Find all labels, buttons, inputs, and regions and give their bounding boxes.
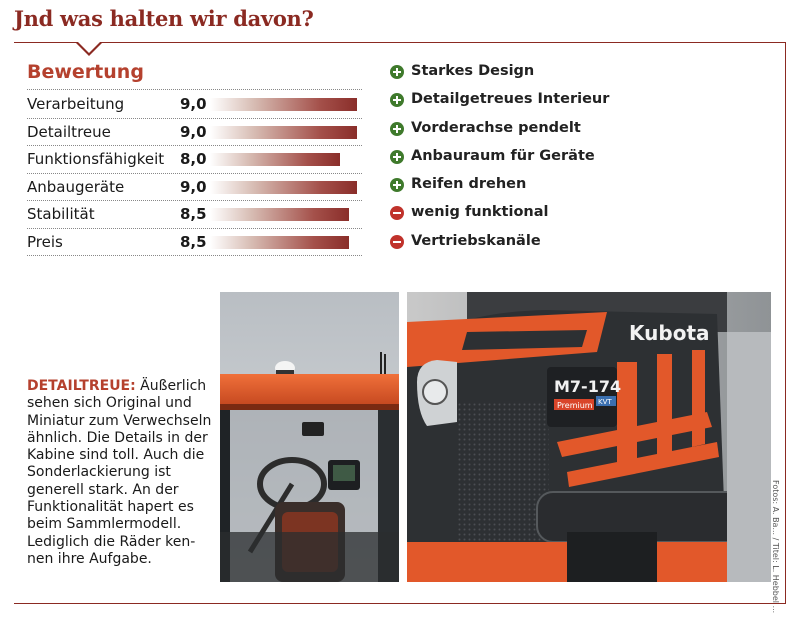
rating-label: Detailtreue (27, 122, 111, 141)
rating-score: 8,0 (180, 150, 207, 168)
cabin-photo (220, 292, 399, 582)
rating-score: 9,0 (180, 177, 207, 196)
rating-row: Preis 8,5 (27, 229, 362, 256)
rating-score: 8,5 (180, 205, 207, 223)
rating-label: Funktionsfähigkeit (27, 150, 165, 168)
rating-bar (210, 98, 357, 111)
pro-item: Anbauraum für Geräte (390, 147, 750, 175)
frame-right-rule (785, 42, 786, 604)
rating-label: Anbaugeräte (27, 177, 125, 196)
con-text: wenig funktional (411, 204, 549, 221)
rating-title-rule (27, 89, 362, 90)
premium-badge: Premium (557, 401, 593, 410)
con-text: Vertriebskanäle (411, 232, 541, 249)
rating-label: Preis (27, 232, 63, 251)
pro-item: Starkes Design (390, 62, 750, 90)
pro-text: Vorderachse pendelt (411, 119, 581, 136)
frame-notch-inner (78, 42, 100, 53)
kvt-badge: KVT (598, 398, 612, 406)
rating-row: Stabilität 8,5 (27, 201, 362, 229)
pro-item: Detailgetreues Interieur (390, 90, 750, 118)
pro-text: Reifen drehen (411, 176, 527, 193)
rating-bar (210, 125, 357, 139)
rating-score: 9,0 (180, 95, 207, 113)
minus-circle-icon (390, 206, 404, 221)
rating-table: Verarbeitung 9,0 Detailtreue 9,0 Funktio… (27, 91, 362, 256)
pro-text: Detailgetreues Interieur (411, 91, 610, 108)
plus-circle-icon (390, 121, 404, 136)
rating-row: Anbaugeräte 9,0 (27, 174, 362, 201)
caption-text: Äußerlich sehen sich Original und Miniat… (27, 378, 212, 567)
article-heading: Jnd was halten wir davon? (14, 6, 314, 31)
rating-score: 9,0 (180, 122, 207, 141)
rating-bar (210, 180, 357, 194)
tractor-hood-photo: Kubota M7-174 Premium KVT (407, 292, 771, 582)
rating-bar (210, 153, 340, 166)
rating-score: 8,5 (180, 232, 207, 251)
photo-credit: Fotos: A. Ba... / Titel: L. Hebbel ... (771, 480, 780, 614)
con-item: wenig funktional (390, 203, 750, 231)
plus-circle-icon (390, 93, 404, 108)
frame-bottom-rule (14, 603, 786, 604)
pros-cons-list: Starkes Design Detailgetreues Interieur … (390, 62, 750, 260)
photo-caption: DETAILTREUE: Äußerlich sehen sich Origin… (27, 378, 212, 568)
pro-item: Vorderachse pendelt (390, 119, 750, 147)
plus-circle-icon (390, 149, 404, 164)
rating-title: Bewertung (27, 61, 144, 83)
frame-top-rule (14, 42, 786, 43)
minus-circle-icon (390, 234, 404, 249)
rating-bar (210, 235, 349, 249)
rating-row: Funktionsfähigkeit 8,0 (27, 146, 362, 174)
rating-bar (210, 208, 349, 221)
con-item: Vertriebskanäle (390, 232, 750, 260)
plus-circle-icon (390, 65, 404, 79)
pro-text: Starkes Design (411, 63, 535, 79)
rating-row: Detailtreue 9,0 (27, 119, 362, 146)
pro-text: Anbauraum für Geräte (411, 147, 595, 164)
plus-circle-icon (390, 178, 404, 193)
brand-logo: Kubota (629, 321, 710, 345)
pro-item: Reifen drehen (390, 175, 750, 203)
model-label: M7-174 (554, 377, 621, 396)
rating-row: Verarbeitung 9,0 (27, 91, 362, 119)
rating-label: Verarbeitung (27, 95, 125, 113)
rating-label: Stabilität (27, 205, 95, 223)
caption-keyword: DETAILTREUE: (27, 378, 136, 394)
